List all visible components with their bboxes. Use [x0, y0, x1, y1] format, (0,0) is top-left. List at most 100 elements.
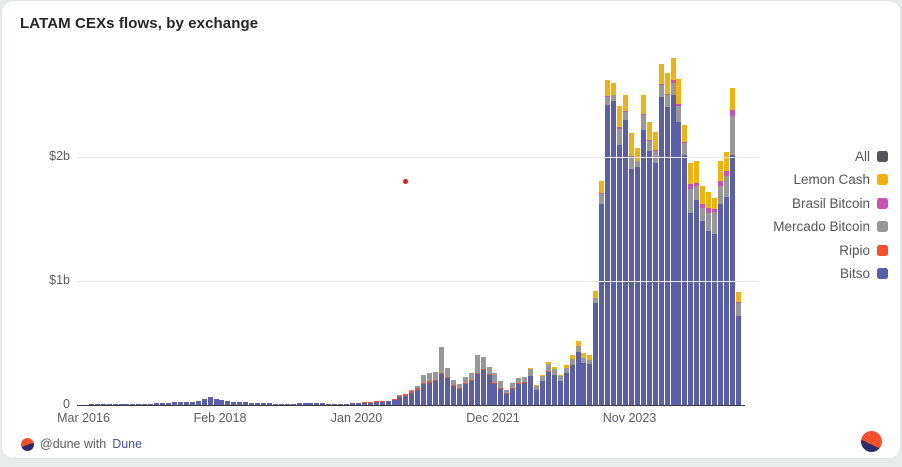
bar-2024-09[interactable]	[682, 124, 688, 405]
bar-2016-08[interactable]	[106, 404, 112, 405]
bar-2019-01[interactable]	[278, 403, 284, 405]
bar-2022-12[interactable]	[557, 374, 563, 405]
bar-2017-05[interactable]	[160, 403, 166, 405]
bar-2024-02[interactable]	[640, 95, 646, 405]
bar-2022-09[interactable]	[539, 374, 545, 405]
bar-2020-09[interactable]	[397, 395, 403, 405]
bar-2017-09[interactable]	[183, 401, 189, 405]
bar-2023-01[interactable]	[563, 365, 569, 405]
legend-item-bitso[interactable]: Bitso	[840, 265, 888, 284]
legend-item-lemon-cash[interactable]: Lemon Cash	[793, 171, 888, 190]
dune-link[interactable]: Dune	[112, 437, 143, 451]
bar-2022-07[interactable]	[528, 367, 534, 405]
bar-2017-10[interactable]	[189, 401, 195, 405]
bar-2019-11[interactable]	[338, 403, 344, 405]
bar-2022-01[interactable]	[492, 373, 498, 405]
bar-2023-06[interactable]	[593, 290, 599, 405]
bar-2024-03[interactable]	[646, 122, 652, 405]
bar-2021-12[interactable]	[486, 366, 492, 405]
bar-2018-01[interactable]	[207, 396, 213, 405]
legend-item-mercado-bitcoin[interactable]: Mercado Bitcoin	[773, 218, 888, 237]
bar-2017-08[interactable]	[177, 401, 183, 405]
bar-2022-03[interactable]	[504, 389, 510, 405]
bar-2025-04[interactable]	[723, 152, 729, 405]
bar-2016-07[interactable]	[100, 404, 106, 405]
legend-item-brasil-bitcoin[interactable]: Brasil Bitcoin	[792, 194, 888, 213]
bar-2024-07[interactable]	[670, 57, 676, 405]
bar-2018-02[interactable]	[213, 398, 219, 405]
bar-2020-08[interactable]	[391, 399, 397, 405]
bar-2023-03[interactable]	[575, 340, 581, 405]
bar-2021-04[interactable]	[439, 346, 445, 405]
bar-2020-11[interactable]	[409, 390, 415, 405]
bar-2017-12[interactable]	[201, 398, 207, 405]
bar-2022-02[interactable]	[498, 380, 504, 405]
bar-2022-08[interactable]	[533, 385, 539, 405]
bar-2021-11[interactable]	[480, 356, 486, 405]
bar-2025-05[interactable]	[729, 87, 735, 405]
bar-2019-03[interactable]	[290, 403, 296, 405]
bar-2024-10[interactable]	[688, 163, 694, 405]
bar-2023-04[interactable]	[581, 352, 587, 405]
bar-2020-01[interactable]	[350, 403, 355, 405]
bar-2020-04[interactable]	[367, 402, 373, 405]
bar-2016-12[interactable]	[130, 403, 136, 405]
bar-2018-11[interactable]	[266, 403, 272, 405]
bar-2020-10[interactable]	[403, 393, 409, 405]
bar-2022-04[interactable]	[510, 383, 516, 405]
bar-2020-05[interactable]	[373, 401, 379, 405]
bar-2017-06[interactable]	[166, 402, 172, 405]
bar-2016-06[interactable]	[94, 404, 100, 405]
bar-2024-11[interactable]	[694, 160, 700, 405]
bar-2020-12[interactable]	[415, 386, 421, 405]
bar-2024-04[interactable]	[652, 132, 658, 405]
bar-2019-05[interactable]	[302, 403, 308, 405]
bar-2023-02[interactable]	[569, 355, 575, 405]
bar-2023-11[interactable]	[623, 95, 629, 405]
bar-2021-05[interactable]	[444, 367, 450, 405]
bar-2017-02[interactable]	[142, 403, 148, 405]
bar-2021-09[interactable]	[468, 372, 474, 405]
bar-2018-09[interactable]	[255, 403, 261, 405]
bar-2018-05[interactable]	[231, 401, 237, 405]
bar-2021-07[interactable]	[456, 383, 462, 405]
bar-2022-11[interactable]	[551, 366, 557, 405]
bar-2018-10[interactable]	[260, 403, 266, 405]
bar-2024-05[interactable]	[658, 64, 664, 405]
bar-2019-10[interactable]	[332, 403, 338, 405]
bar-2023-12[interactable]	[628, 133, 634, 405]
bar-2018-08[interactable]	[249, 402, 255, 405]
bar-2025-06[interactable]	[735, 292, 741, 405]
bar-2023-05[interactable]	[587, 355, 593, 405]
bar-2018-12[interactable]	[272, 403, 278, 405]
bar-2021-03[interactable]	[433, 371, 439, 405]
bar-2019-02[interactable]	[284, 403, 290, 405]
plot-area[interactable]	[77, 1, 747, 405]
bar-2021-06[interactable]	[450, 380, 456, 405]
bar-2018-03[interactable]	[219, 400, 225, 405]
bar-2016-10[interactable]	[118, 404, 124, 405]
bar-2018-07[interactable]	[243, 402, 249, 405]
legend-item-all[interactable]: All	[855, 147, 888, 166]
bar-2024-08[interactable]	[676, 78, 682, 405]
bar-2024-01[interactable]	[634, 148, 640, 405]
bar-2022-05[interactable]	[516, 377, 522, 405]
bar-2016-05[interactable]	[88, 404, 94, 405]
bar-2019-12[interactable]	[344, 403, 350, 405]
legend-item-ripio[interactable]: Ripio	[839, 241, 888, 260]
bar-2021-08[interactable]	[462, 376, 468, 405]
bar-2019-04[interactable]	[296, 403, 302, 405]
dune-logo-icon-large[interactable]	[861, 431, 882, 452]
bar-2025-03[interactable]	[717, 160, 723, 405]
bar-2021-02[interactable]	[427, 372, 433, 405]
bar-2022-06[interactable]	[522, 376, 528, 405]
bar-2017-03[interactable]	[148, 403, 154, 405]
bar-2020-03[interactable]	[361, 402, 367, 405]
bar-2020-06[interactable]	[379, 401, 385, 405]
bar-2025-01[interactable]	[706, 191, 712, 405]
bar-2023-09[interactable]	[611, 82, 617, 405]
bar-2017-04[interactable]	[154, 403, 160, 405]
bar-2018-04[interactable]	[225, 401, 231, 405]
bar-2017-11[interactable]	[195, 400, 201, 405]
bar-2020-02[interactable]	[355, 403, 361, 405]
